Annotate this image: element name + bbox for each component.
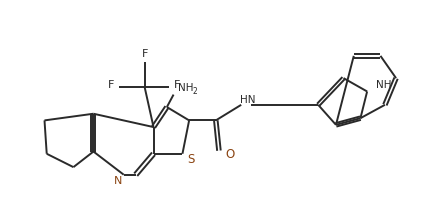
- Text: O: O: [226, 148, 235, 161]
- Text: S: S: [187, 153, 194, 166]
- Text: F: F: [108, 80, 114, 90]
- Text: N: N: [114, 176, 122, 186]
- Text: HN: HN: [240, 95, 256, 105]
- Text: F: F: [174, 80, 180, 90]
- Text: NH: NH: [178, 83, 194, 93]
- Text: F: F: [142, 49, 148, 59]
- Text: NH: NH: [376, 80, 392, 90]
- Text: 2: 2: [193, 87, 198, 95]
